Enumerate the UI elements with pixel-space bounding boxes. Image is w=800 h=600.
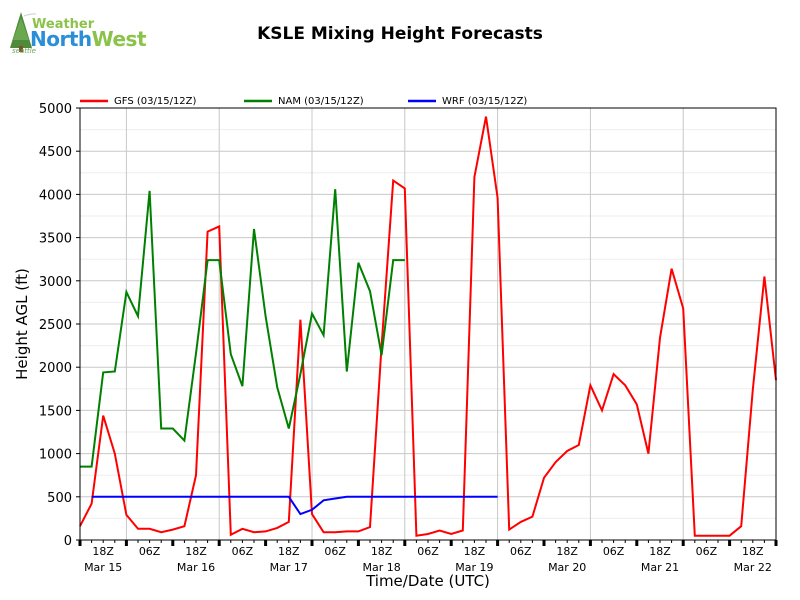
y-tick-label: 4000 (39, 188, 72, 203)
legend-label: NAM (03/15/12Z) (278, 96, 364, 107)
x-date-label: Mar 15 (84, 561, 122, 574)
x-date-label: Mar 20 (548, 561, 586, 574)
y-tick-label: 2500 (39, 318, 72, 333)
series-line-wrf (91, 495, 498, 516)
logo-word-northwest: NorthWest (30, 27, 147, 51)
y-tick-label: 2000 (39, 361, 72, 376)
x-hour-label: 18Z (556, 545, 578, 558)
y-tick-label: 1000 (39, 448, 72, 463)
y-tick-label: 1500 (39, 404, 72, 419)
x-hour-label: 18Z (649, 545, 671, 558)
series-line-gfs (79, 116, 777, 537)
x-date-label: Mar 18 (362, 561, 400, 574)
x-date-label: Mar 17 (270, 561, 308, 574)
x-axis-label: Time/Date (UTC) (365, 572, 490, 590)
y-tick-label: 500 (47, 491, 72, 506)
x-hour-label: 18Z (371, 545, 393, 558)
logo-word-weather: Weather (32, 17, 95, 32)
series-line-nam (80, 189, 405, 468)
y-tick-label: 3000 (39, 275, 72, 290)
y-tick-label: 0 (64, 534, 72, 549)
x-date-label: Mar 19 (455, 561, 493, 574)
x-hour-label: 18Z (464, 545, 486, 558)
x-hour-label: 06Z (696, 545, 718, 558)
tree-icon (10, 12, 36, 52)
logo-tagline: seattle (12, 47, 36, 55)
plot-frame (79, 107, 777, 541)
x-hour-label: 06Z (417, 545, 439, 558)
x-date-label: Mar 16 (177, 561, 215, 574)
x-hour-label: 06Z (232, 545, 254, 558)
x-date-label: Mar 21 (641, 561, 679, 574)
x-hour-label: 06Z (510, 545, 532, 558)
x-hour-label: 06Z (324, 545, 346, 558)
x-hour-label: 18Z (278, 545, 300, 558)
legend-label: GFS (03/15/12Z) (114, 96, 197, 107)
x-hour-label: 06Z (139, 545, 161, 558)
x-hour-label: 18Z (185, 545, 207, 558)
y-tick-label: 4500 (39, 145, 72, 160)
weather-northwest-logo: Weather NorthWest seattle (6, 8, 147, 56)
y-axis-label: Height AGL (ft) (13, 268, 31, 380)
y-tick-label: 3500 (39, 232, 72, 247)
legend-label: WRF (03/15/12Z) (442, 96, 527, 107)
y-tick-label: 5000 (39, 102, 72, 117)
x-hour-label: 18Z (92, 545, 114, 558)
x-date-label: Mar 22 (734, 561, 772, 574)
chart-title: KSLE Mixing Height Forecasts (257, 24, 543, 44)
x-hour-label: 18Z (742, 545, 764, 558)
x-hour-label: 06Z (603, 545, 625, 558)
